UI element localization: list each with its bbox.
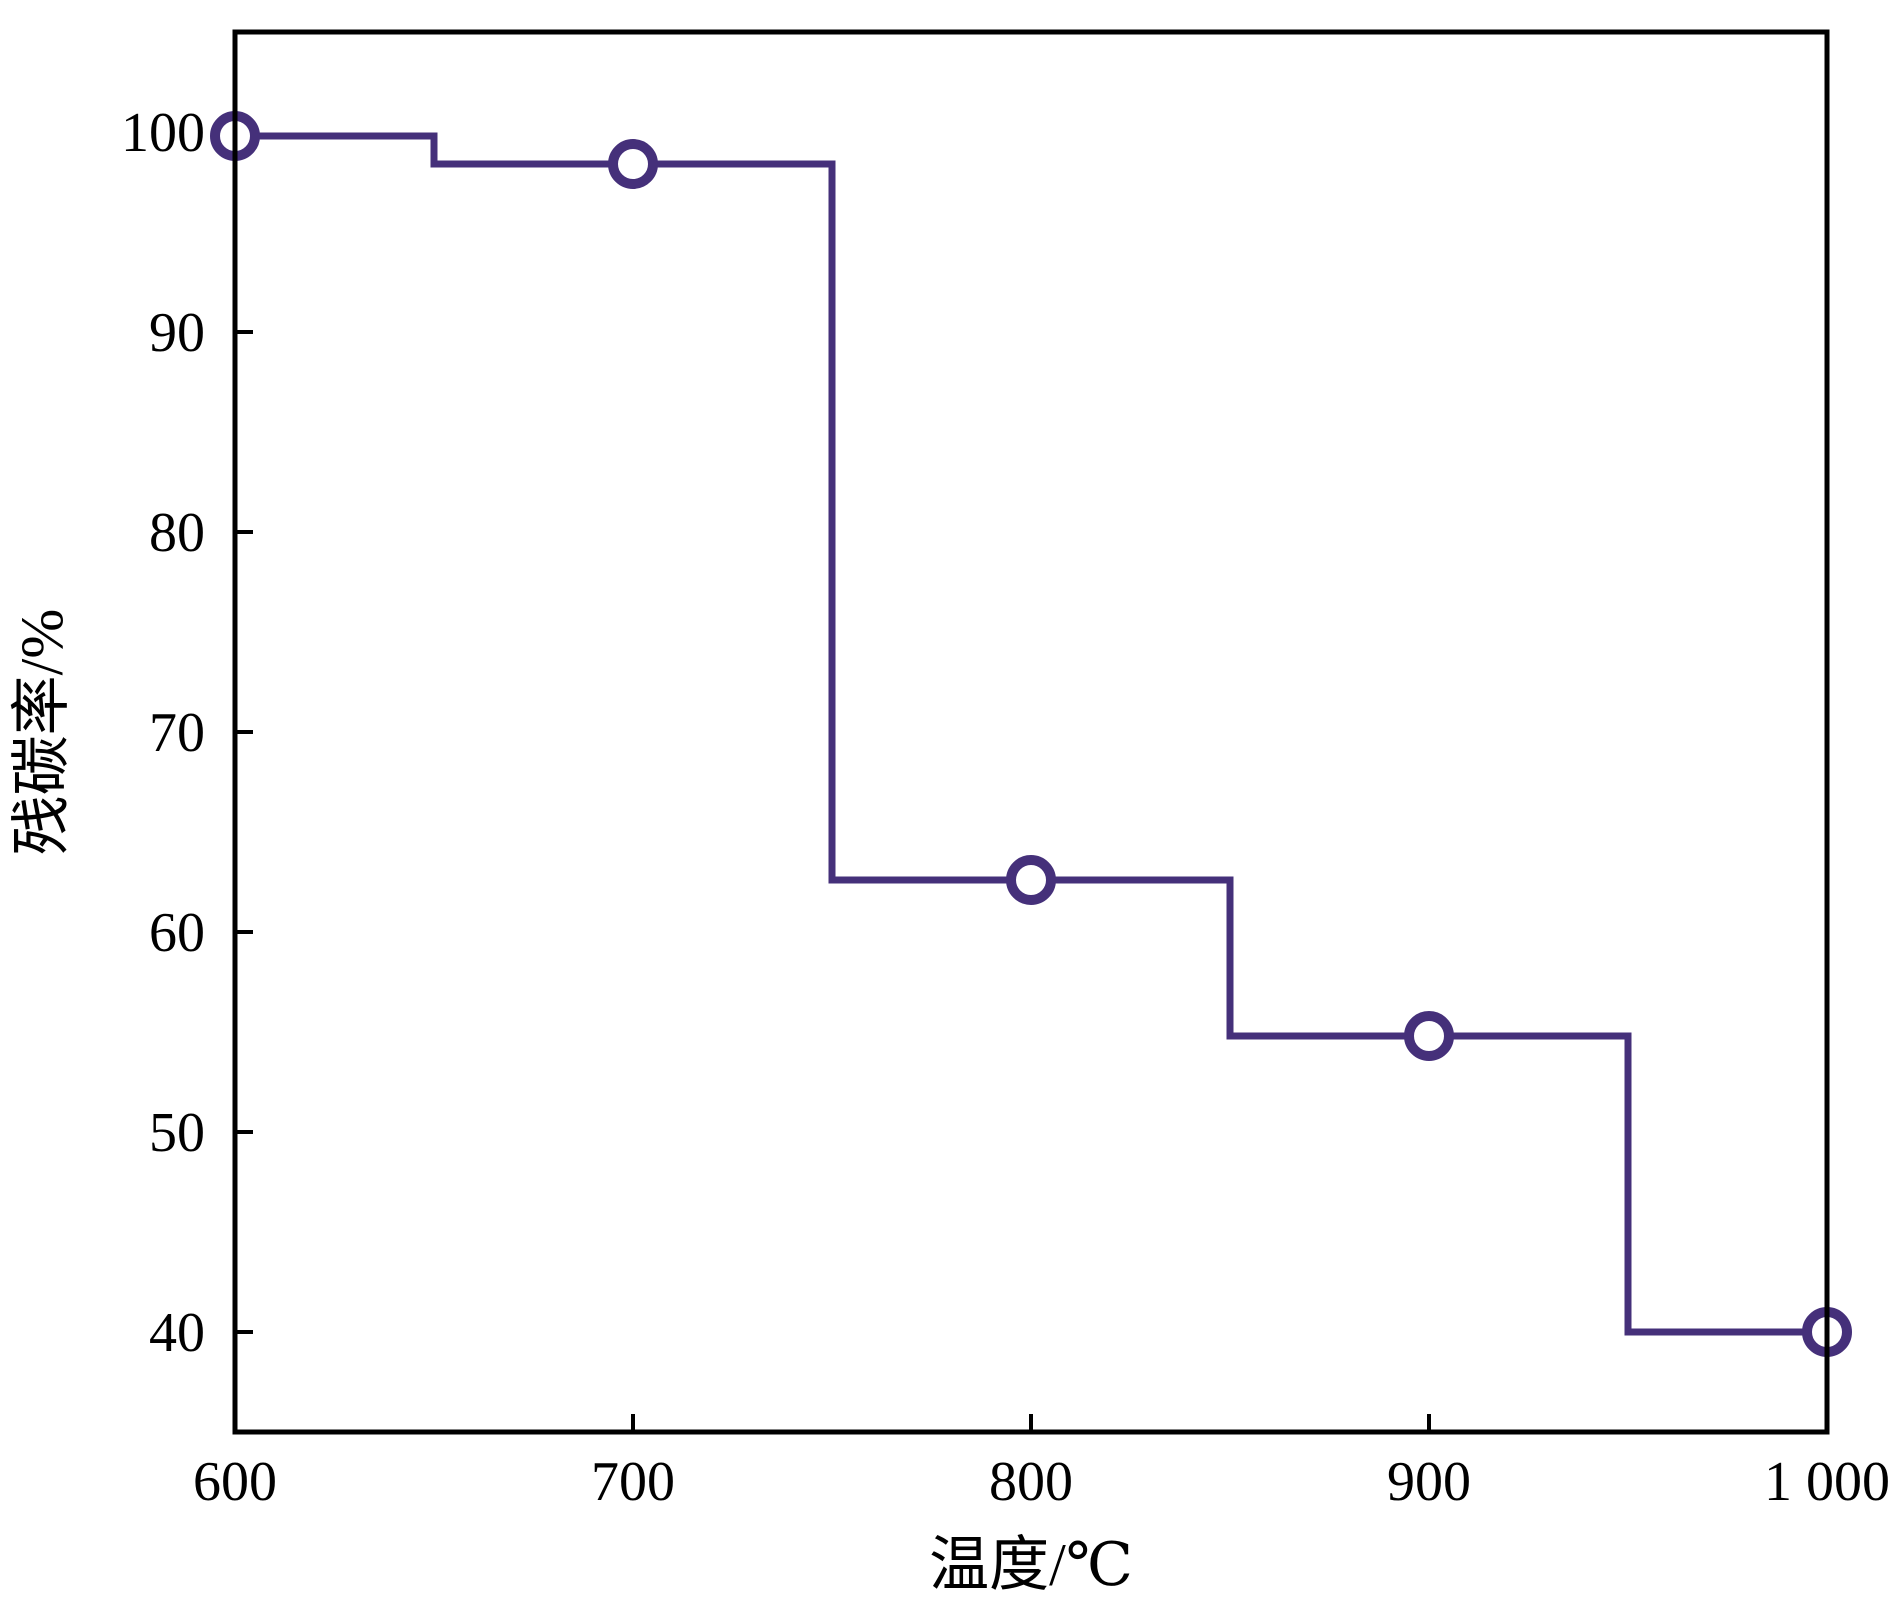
y-tick-label: 50 — [149, 1102, 205, 1164]
x-tick-label: 600 — [193, 1451, 277, 1513]
y-tick-label: 90 — [149, 302, 205, 364]
x-axis-label: 温度/℃ — [929, 1532, 1133, 1598]
data-point — [608, 139, 658, 189]
x-tick-label: 900 — [1387, 1451, 1471, 1513]
data-point — [1404, 1011, 1454, 1061]
plot-frame — [232, 29, 1830, 1435]
y-tick-label: 60 — [149, 902, 205, 964]
ticks — [233, 130, 1829, 1432]
tick-labels: 600 700 800 900 1 000 40 50 60 70 80 90 100 — [121, 102, 1890, 1513]
data-layer — [210, 111, 1852, 1357]
series-line — [235, 132, 1827, 1336]
x-tick-label: 700 — [591, 1451, 675, 1513]
data-point — [1006, 855, 1056, 905]
y-tick-label: 70 — [149, 702, 205, 764]
x-tick-label: 1 000 — [1764, 1451, 1890, 1513]
y-tick-label: 80 — [149, 502, 205, 564]
y-axis-label: 残碳率/% — [9, 609, 75, 856]
y-tick-label: 40 — [149, 1302, 205, 1364]
x-tick-label: 800 — [989, 1451, 1073, 1513]
y-tick-label: 100 — [121, 102, 205, 164]
